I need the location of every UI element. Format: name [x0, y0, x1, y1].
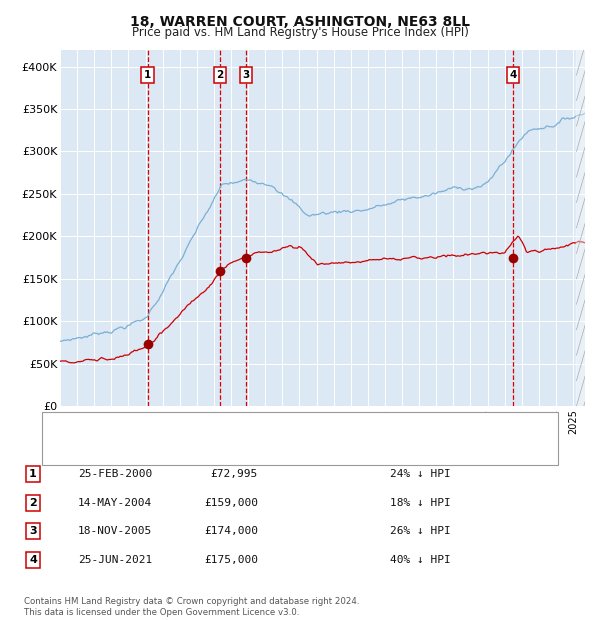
Text: 1: 1	[144, 70, 151, 80]
Text: 4: 4	[509, 70, 517, 80]
Text: 3: 3	[242, 70, 250, 80]
Text: 25-JUN-2021: 25-JUN-2021	[78, 555, 152, 565]
Text: 2: 2	[29, 498, 37, 508]
Text: 26% ↓ HPI: 26% ↓ HPI	[390, 526, 451, 536]
Text: Contains HM Land Registry data © Crown copyright and database right 2024.
This d: Contains HM Land Registry data © Crown c…	[24, 598, 359, 617]
Text: ——: ——	[60, 420, 85, 433]
Text: 14-MAY-2004: 14-MAY-2004	[78, 498, 152, 508]
Text: 4: 4	[29, 555, 37, 565]
Text: 18-NOV-2005: 18-NOV-2005	[78, 526, 152, 536]
Text: HPI: Average price, detached house, Northumberland: HPI: Average price, detached house, Nort…	[105, 450, 384, 459]
Text: £175,000: £175,000	[204, 555, 258, 565]
Text: 40% ↓ HPI: 40% ↓ HPI	[390, 555, 451, 565]
Text: £159,000: £159,000	[204, 498, 258, 508]
Text: 24% ↓ HPI: 24% ↓ HPI	[390, 469, 451, 479]
Text: 18, WARREN COURT, ASHINGTON, NE63 8LL: 18, WARREN COURT, ASHINGTON, NE63 8LL	[130, 16, 470, 30]
Text: Price paid vs. HM Land Registry's House Price Index (HPI): Price paid vs. HM Land Registry's House …	[131, 26, 469, 39]
Polygon shape	[577, 50, 585, 406]
Text: £72,995: £72,995	[211, 469, 258, 479]
Text: 18% ↓ HPI: 18% ↓ HPI	[390, 498, 451, 508]
Text: 2: 2	[217, 70, 224, 80]
Text: £174,000: £174,000	[204, 526, 258, 536]
Text: ——: ——	[60, 448, 85, 461]
Text: 18, WARREN COURT, ASHINGTON, NE63 8LL (detached house): 18, WARREN COURT, ASHINGTON, NE63 8LL (d…	[105, 422, 428, 432]
Text: 1: 1	[29, 469, 37, 479]
Text: 3: 3	[29, 526, 37, 536]
Text: 25-FEB-2000: 25-FEB-2000	[78, 469, 152, 479]
